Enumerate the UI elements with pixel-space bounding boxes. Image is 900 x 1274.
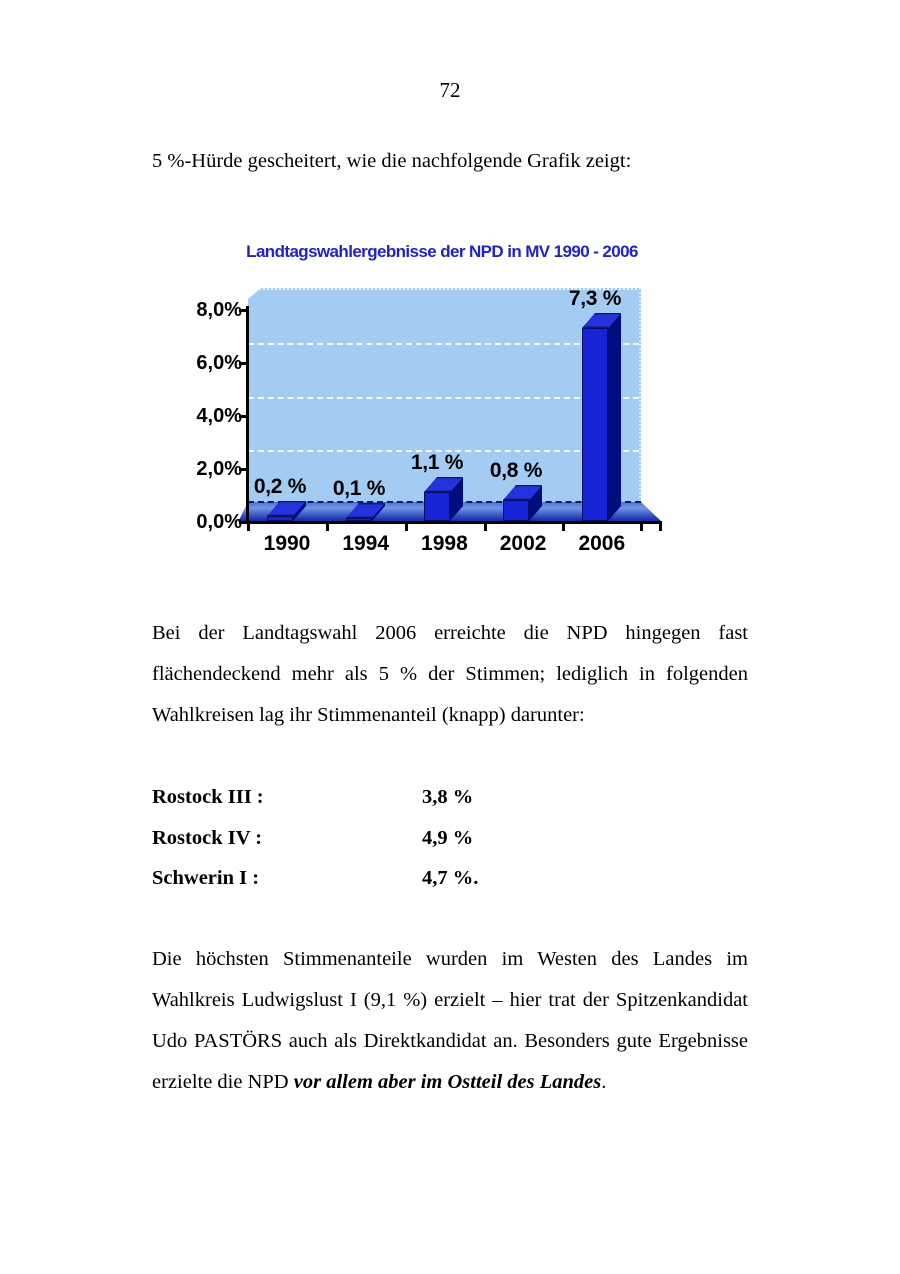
y-axis-tick [239, 309, 247, 312]
bar-side-face [608, 313, 621, 521]
x-axis-tick [484, 523, 487, 531]
x-axis-label: 1998 [421, 532, 468, 555]
bar-top-face [346, 503, 385, 518]
gridline-2pct [248, 450, 639, 452]
text-segment: . [601, 1071, 607, 1093]
bar-front-face [267, 516, 293, 521]
result-label: Schwerin I : [152, 867, 260, 889]
bar-front-face [503, 500, 529, 521]
gridline-4pct [248, 397, 639, 399]
gridline-6pct [248, 343, 639, 345]
result-row: Schwerin I : 4,7 %. [152, 867, 748, 908]
y-axis-label: 2,0% [196, 458, 242, 480]
results-list: Rostock III : 3,8 % Rostock IV : 4,9 % Schwe… [152, 786, 748, 908]
bar-top-face [424, 477, 463, 492]
result-value: 4,9 % [422, 826, 474, 849]
chart-plot-wall [248, 288, 641, 502]
bar-top-face [582, 313, 621, 328]
x-axis-label: 1990 [263, 532, 311, 555]
y-axis-label: 4,0% [196, 405, 242, 427]
bar-data-label: 0,1 % [332, 477, 386, 500]
bar-data-label: 7,3 % [568, 287, 622, 310]
y-axis-tick [239, 415, 247, 418]
y-axis-label: 0,0% [196, 511, 242, 533]
y-axis-tick [239, 362, 247, 365]
result-value: 4,7 %. [422, 867, 479, 889]
election-results-chart: Landtagswahlergebnisse der NPD in MV 199… [170, 240, 714, 570]
y-axis [246, 306, 249, 524]
bar-top-face [503, 485, 542, 500]
result-row: Rostock III : 3,8 % [152, 786, 748, 827]
result-label: Rostock III : [152, 786, 264, 808]
x-axis-tick [247, 523, 250, 531]
x-axis-label: 2006 [578, 532, 626, 555]
x-axis [241, 521, 662, 524]
paragraph-landtagswahl-2006: Bei der Landtagswahl 2006 erreichte die … [152, 622, 748, 726]
text-segment: Die höchsten Stimmenanteile wurden im We… [152, 948, 748, 1093]
x-axis-tick [659, 523, 662, 531]
x-axis-tick [405, 523, 408, 531]
x-axis-label: 2002 [499, 532, 547, 555]
intro-line: 5 %-Hürde gescheitert, wie die nachfolge… [152, 150, 632, 172]
result-value: 3,8 % [422, 786, 474, 808]
result-label: Rostock IV : [152, 826, 263, 849]
chart-title: Landtagswahlergebnisse der NPD in MV 199… [246, 242, 638, 261]
y-axis-label: 8,0% [196, 299, 242, 321]
bar-data-label: 1,1 % [410, 451, 464, 474]
paragraph-hoechste-stimmenanteile: Die höchsten Stimmenanteile wurden im We… [152, 939, 748, 1103]
bar-top-face [267, 501, 306, 516]
y-axis-tick [239, 468, 247, 471]
x-axis-tick [562, 523, 565, 531]
x-axis-label: 1994 [342, 532, 390, 555]
result-row: Rostock IV : 4,9 % [152, 827, 748, 868]
y-axis-tick [239, 521, 247, 524]
y-axis-label: 6,0% [196, 352, 242, 374]
x-axis-tick [326, 523, 329, 531]
bar-front-face [582, 328, 608, 521]
bar-data-label: 0,2 % [253, 475, 307, 498]
x-axis-tick [640, 523, 643, 531]
text-segment: vor allem aber im Ostteil des Landes [293, 1071, 602, 1093]
bar-data-label: 0,8 % [489, 459, 543, 482]
bar-front-face [424, 492, 450, 521]
bar-front-face [346, 518, 372, 521]
page-number: 72 [439, 78, 461, 102]
